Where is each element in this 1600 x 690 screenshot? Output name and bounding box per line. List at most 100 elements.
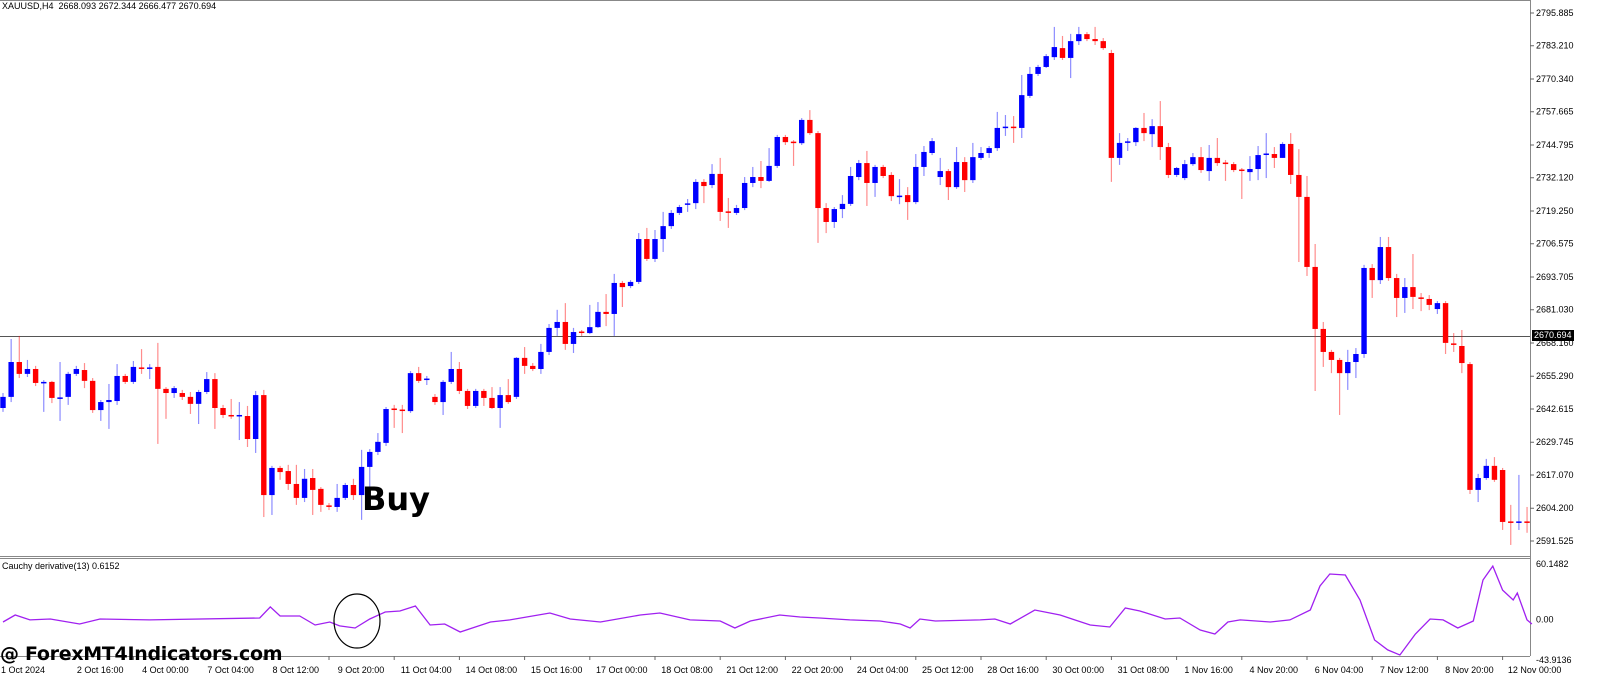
- candle-body: [1157, 126, 1163, 148]
- candle: [342, 482, 348, 500]
- candle: [587, 304, 593, 335]
- time-tick-label: 22 Oct 20:00: [792, 665, 844, 675]
- candle: [16, 335, 22, 379]
- candle: [1084, 32, 1090, 42]
- candle-body: [1059, 48, 1066, 58]
- candle: [49, 380, 55, 404]
- time-tick-label: 30 Oct 00:00: [1052, 665, 1104, 675]
- time-tick-label: 31 Oct 08:00: [1118, 665, 1170, 675]
- price-tick-label: 2681.030: [1536, 305, 1574, 315]
- candle: [163, 387, 169, 419]
- candle: [570, 327, 577, 353]
- candle-body: [1491, 465, 1498, 480]
- candle: [114, 364, 120, 405]
- candle-body: [464, 390, 471, 406]
- candle: [611, 273, 617, 336]
- candle-body: [994, 127, 1000, 149]
- candle: [799, 118, 805, 145]
- candle-body: [391, 408, 397, 411]
- candle-body: [864, 163, 870, 183]
- candle-body: [334, 497, 340, 507]
- time-tick-label: 6 Nov 04:00: [1315, 665, 1364, 675]
- candle-body: [1051, 47, 1058, 58]
- price-tick-label: 2655.290: [1536, 371, 1574, 381]
- candle: [261, 389, 267, 518]
- candle-body: [945, 171, 952, 188]
- candle: [1043, 54, 1049, 68]
- candle-body: [693, 181, 699, 204]
- candle-body: [147, 367, 153, 369]
- candle: [481, 388, 487, 406]
- candle-body: [1393, 278, 1400, 298]
- candle-body: [228, 414, 234, 417]
- candle: [725, 197, 732, 228]
- candle: [1108, 49, 1115, 182]
- candle: [1206, 144, 1212, 181]
- candle: [1483, 458, 1489, 480]
- candle-body: [1475, 478, 1481, 490]
- candle: [1524, 506, 1530, 533]
- candle: [383, 406, 389, 446]
- candle-body: [236, 414, 243, 417]
- candle-body: [1377, 247, 1384, 281]
- time-tick-label: 11 Oct 04:00: [401, 665, 452, 675]
- candle: [978, 147, 984, 160]
- candle: [220, 404, 226, 419]
- candle: [1247, 156, 1253, 181]
- candle-body: [1516, 521, 1522, 523]
- candle: [57, 362, 63, 421]
- candle: [73, 365, 80, 376]
- candle: [1426, 295, 1432, 311]
- candle-body: [342, 484, 348, 498]
- candle-body: [921, 151, 927, 167]
- candle: [896, 179, 903, 205]
- candle-body: [1385, 247, 1392, 279]
- candle: [758, 161, 764, 189]
- candle-body: [750, 177, 756, 183]
- candle: [1239, 167, 1245, 199]
- candle: [839, 195, 846, 219]
- candle: [1320, 321, 1326, 367]
- candle: [350, 478, 357, 500]
- candle: [668, 210, 674, 229]
- candle-body: [652, 239, 658, 259]
- candle: [619, 280, 626, 307]
- candle-body: [962, 162, 968, 181]
- candle-body: [513, 357, 520, 397]
- candle-body: [310, 478, 316, 490]
- candle-body: [1230, 164, 1237, 171]
- price-tick-label: 2744.795: [1536, 140, 1574, 150]
- candle: [1304, 175, 1310, 276]
- candle-body: [660, 226, 666, 240]
- candle-body: [65, 373, 71, 397]
- candle-body: [636, 239, 642, 282]
- candle: [448, 351, 454, 384]
- candle-body: [98, 402, 104, 411]
- candle: [1116, 133, 1123, 165]
- candle: [986, 146, 992, 158]
- candle: [1499, 467, 1506, 530]
- candle-body: [473, 390, 479, 406]
- candle: [578, 329, 585, 336]
- candle-body: [1198, 157, 1204, 171]
- candle-body: [415, 373, 422, 381]
- candle-body: [358, 466, 365, 496]
- candle: [1149, 119, 1155, 148]
- candle-body: [1369, 267, 1375, 281]
- candle: [1336, 357, 1343, 415]
- candle: [904, 187, 911, 220]
- candle: [497, 387, 503, 428]
- candle: [1475, 473, 1481, 503]
- candle-body: [839, 203, 846, 210]
- candle-body: [603, 311, 609, 314]
- candle: [554, 309, 560, 336]
- candle: [513, 357, 520, 399]
- price-tick-label: 2706.575: [1536, 239, 1574, 249]
- price-axis: 2795.885 2783.210 2770.340 2757.665 2744.795…: [1530, 8, 1574, 546]
- watermark: @ ForexMT4Indicators.com: [0, 643, 283, 665]
- candle: [741, 177, 748, 211]
- candle-body: [1361, 267, 1367, 355]
- candle-body: [709, 173, 715, 186]
- candle: [1451, 333, 1457, 352]
